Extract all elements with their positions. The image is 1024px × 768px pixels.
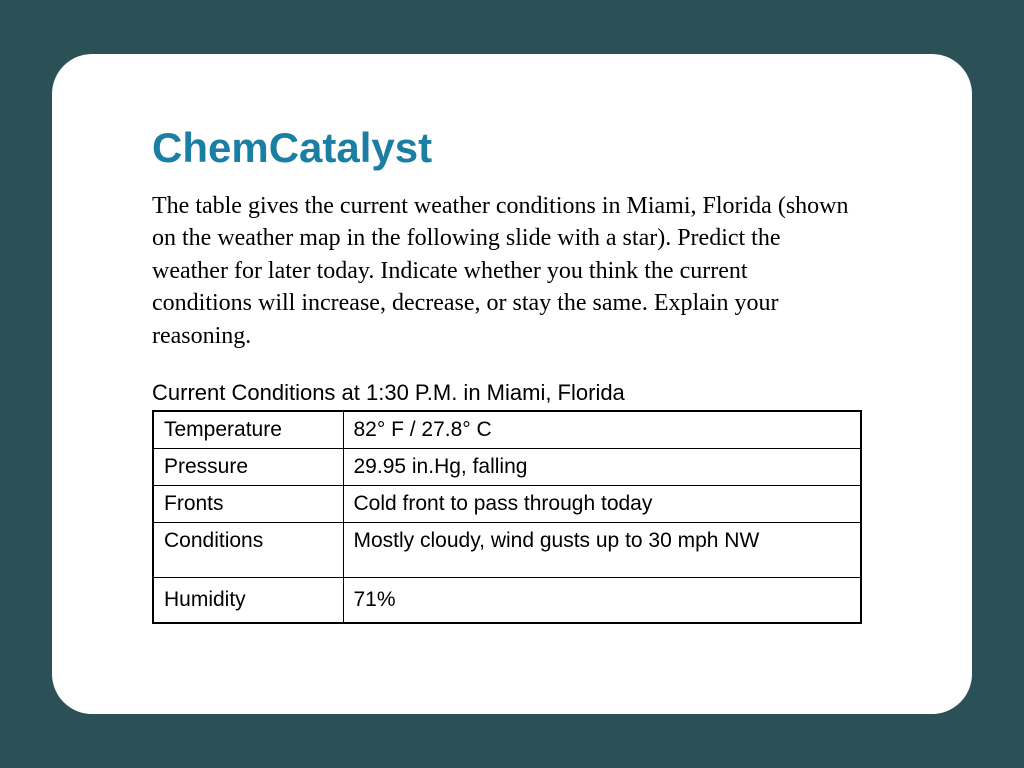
- cell-value: Cold front to pass through today: [343, 485, 861, 522]
- conditions-table: Temperature 82° F / 27.8° C Pressure 29.…: [152, 410, 862, 624]
- cell-value: 71%: [343, 577, 861, 623]
- cell-label: Humidity: [153, 577, 343, 623]
- cell-value: 82° F / 27.8° C: [343, 411, 861, 449]
- cell-label: Pressure: [153, 448, 343, 485]
- cell-label: Conditions: [153, 522, 343, 577]
- table-caption: Current Conditions at 1:30 P.M. in Miami…: [152, 380, 872, 406]
- slide-card: ChemCatalyst The table gives the current…: [52, 54, 972, 714]
- slide-title: ChemCatalyst: [152, 124, 872, 172]
- cell-label: Fronts: [153, 485, 343, 522]
- table-row: Temperature 82° F / 27.8° C: [153, 411, 861, 449]
- table-row: Humidity 71%: [153, 577, 861, 623]
- cell-value: Mostly cloudy, wind gusts up to 30 mph N…: [343, 522, 861, 577]
- table-row: Pressure 29.95 in.Hg, falling: [153, 448, 861, 485]
- cell-value: 29.95 in.Hg, falling: [343, 448, 861, 485]
- cell-label: Temperature: [153, 411, 343, 449]
- prompt-paragraph: The table gives the current weather cond…: [152, 190, 852, 352]
- table-row: Conditions Mostly cloudy, wind gusts up …: [153, 522, 861, 577]
- table-row: Fronts Cold front to pass through today: [153, 485, 861, 522]
